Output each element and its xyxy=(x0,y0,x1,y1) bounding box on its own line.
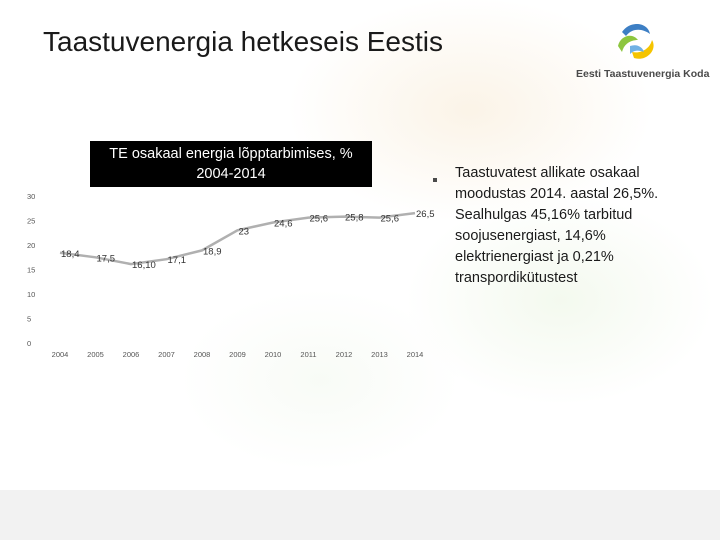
y-tick-label: 0 xyxy=(27,339,31,348)
data-label: 25,6 xyxy=(310,214,329,225)
data-label: 18,4 xyxy=(61,249,80,260)
data-label: 24,6 xyxy=(274,218,293,229)
x-tick-label: 2013 xyxy=(371,350,388,359)
chart-title: TE osakaal energia lõpptarbimises, % 200… xyxy=(90,141,372,187)
bullet-icon xyxy=(433,178,437,182)
footer-band xyxy=(0,490,720,540)
x-tick-label: 2005 xyxy=(87,350,104,359)
data-label: 23 xyxy=(239,226,250,237)
series-line xyxy=(59,211,416,266)
logo-swirl-icon xyxy=(618,23,654,59)
background-glow xyxy=(0,0,720,490)
data-label: 18,9 xyxy=(203,246,222,257)
data-label: 17,5 xyxy=(97,253,116,264)
y-tick-label: 20 xyxy=(27,241,35,250)
side-text: Taastuvatest allikate osakaal moodustas … xyxy=(455,165,659,286)
y-tick-label: 30 xyxy=(27,192,35,201)
slide-title: Taastuvenergia hetkeseis Eestis xyxy=(43,26,443,57)
x-tick-label: 2004 xyxy=(52,350,69,359)
x-tick-label: 2006 xyxy=(123,350,140,359)
data-label: 25,6 xyxy=(381,214,400,225)
x-tick-label: 2009 xyxy=(229,350,246,359)
logo: Eesti Taastuvenergia Koda xyxy=(576,18,710,84)
x-tick-label: 2012 xyxy=(336,350,353,359)
y-tick-label: 25 xyxy=(27,217,35,226)
logo-text: Eesti Taastuvenergia Koda xyxy=(576,68,710,80)
y-tick-label: 10 xyxy=(27,290,35,299)
data-label: 17,1 xyxy=(168,255,187,266)
data-label: 25,8 xyxy=(345,213,364,224)
x-tick-label: 2007 xyxy=(158,350,175,359)
x-tick-label: 2010 xyxy=(265,350,282,359)
y-tick-label: 15 xyxy=(27,266,35,275)
x-tick-label: 2014 xyxy=(407,350,424,359)
data-label: 26,5 xyxy=(416,209,435,220)
x-tick-label: 2011 xyxy=(300,350,316,359)
x-tick-label: 2008 xyxy=(194,350,211,359)
y-tick-label: 5 xyxy=(27,315,31,324)
data-label: 16,10 xyxy=(132,260,156,271)
